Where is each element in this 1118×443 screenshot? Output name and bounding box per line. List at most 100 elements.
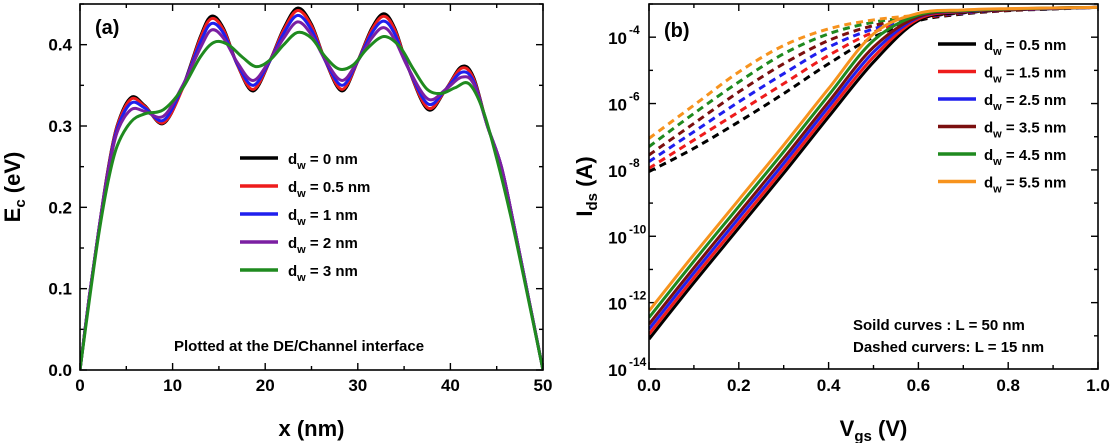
legend-label-dw3: dw = 3 nm [288, 263, 358, 284]
x-tick-label: 0 [75, 376, 84, 395]
panel-label: (a) [95, 17, 119, 39]
legend-dw05-main: d [984, 37, 993, 54]
legend-label-dw55: dw = 5.5 nm [984, 175, 1066, 196]
legend-dw55-sub: w [992, 184, 1002, 196]
legend-dw3-rest: = 3 nm [306, 263, 358, 280]
y-axis-title-main: I [572, 211, 597, 217]
y-tick-base: 10 [608, 228, 627, 247]
y-tick-exponent: -6 [629, 90, 640, 104]
x-tick-label: 0.8 [996, 376, 1020, 395]
y-tick-base: 10 [608, 361, 627, 380]
y-tick-label: 10 [608, 96, 627, 115]
x-tick-label: 1.0 [1086, 376, 1110, 395]
legend-dw1-rest: = 1 nm [306, 207, 358, 224]
legend-dw15-sub: w [992, 74, 1002, 86]
legend-dw2-sub: w [296, 244, 306, 256]
legend-dw45-main: d [984, 147, 993, 164]
x-axis-title-rest: (V) [872, 416, 907, 441]
legend-dw35-rest: = 3.5 nm [1002, 120, 1067, 137]
series-line-dw3 [80, 30, 543, 370]
legend-dw1-sub: w [296, 216, 306, 228]
y-tick-label: 10 [608, 228, 627, 247]
x-tick-label: 0.2 [727, 376, 751, 395]
legend-dw05-main: d [288, 179, 297, 196]
series-group [649, 5, 1098, 341]
y-axis-title: Ids (A) [572, 156, 601, 216]
series-group [80, 6, 543, 370]
legend-dw05-sub: w [992, 46, 1002, 58]
y-axis-title-sub: c [12, 199, 29, 207]
legend-dw45-sub: w [992, 156, 1002, 168]
legend-dw15-main: d [984, 65, 993, 82]
y-tick-base: 10 [608, 29, 627, 48]
solid-line-dw55 [649, 5, 1098, 312]
x-tick-label: 10 [163, 376, 182, 395]
y-tick-label: 0.1 [48, 280, 72, 299]
legend-label-dw2: dw = 2 nm [288, 235, 358, 256]
solid-line-dw15 [649, 5, 1098, 336]
panel-a: 0 10 20 30 40 500.00.10.20.30.4(a)dw = 0 nmdw… [0, 3, 553, 441]
legend-dw2-main: d [288, 235, 297, 252]
legend-label-dw25: dw = 2.5 nm [984, 92, 1066, 113]
y-axis-title-rest: (eV) [0, 152, 25, 200]
legend-label-dw1: dw = 1 nm [288, 207, 358, 228]
y-axis-title-sub: ds [584, 193, 601, 211]
x-tick-label: 50 [534, 376, 553, 395]
legend-dw35-sub: w [992, 129, 1002, 141]
annotation-1: Dashed curvers: L = 15 nm [853, 339, 1044, 356]
legend-dw25-sub: w [992, 101, 1002, 113]
legend-dw45-rest: = 4.5 nm [1002, 147, 1067, 164]
y-axis-title-rest: (A) [572, 156, 597, 193]
x-axis-title: Vgs (V) [840, 416, 908, 443]
y-tick-exponent: -10 [629, 222, 647, 236]
legend-label-dw15: dw = 1.5 nm [984, 65, 1066, 86]
legend-label-dw45: dw = 4.5 nm [984, 147, 1066, 168]
dashed-line-dw25 [649, 5, 1098, 163]
y-tick-exponent: -8 [629, 156, 640, 170]
legend-dw55-main: d [984, 175, 993, 192]
y-tick-base: 10 [608, 96, 627, 115]
annotation-0: Soild curves : L = 50 nm [853, 317, 1025, 334]
x-tick-label: 30 [348, 376, 367, 395]
y-tick-label: 10 [608, 29, 627, 48]
y-axis-title-main: E [0, 208, 25, 223]
legend-dw3-main: d [288, 263, 297, 280]
legend-label-dw05: dw = 0.5 nm [984, 37, 1066, 58]
x-axis-title-main: V [840, 416, 855, 441]
y-axis-title: Ec (eV) [0, 152, 29, 223]
y-tick-base: 10 [608, 162, 627, 181]
solid-line-dw35 [649, 5, 1098, 326]
x-tick-label: 0.4 [817, 376, 841, 395]
legend-dw0-main: d [288, 151, 297, 168]
y-tick-exponent: -12 [629, 289, 647, 303]
x-axis-title-sub: gs [854, 428, 872, 443]
y-tick-label: 0.3 [48, 117, 72, 136]
legend-dw05-sub: w [296, 188, 306, 200]
legend-dw25-rest: = 2.5 nm [1002, 92, 1067, 109]
y-tick-label: 0.0 [48, 361, 72, 380]
y-tick-label: 10 [608, 295, 627, 314]
x-axis-title: x (nm) [279, 416, 345, 441]
legend-dw05-rest: = 0.5 nm [1002, 37, 1067, 54]
legend-dw55-rest: = 5.5 nm [1002, 175, 1067, 192]
legend-dw05-rest: = 0.5 nm [306, 179, 371, 196]
y-tick-label: 0.2 [48, 198, 72, 217]
x-tick-label: 0.6 [907, 376, 931, 395]
legend-dw1-main: d [288, 207, 297, 224]
dashed-line-dw55 [649, 5, 1098, 140]
y-tick-exponent: -14 [629, 355, 647, 369]
y-tick-base: 10 [608, 295, 627, 314]
series-line-dw2 [80, 20, 543, 370]
legend-dw3-sub: w [296, 272, 306, 284]
y-tick-label: 10 [608, 162, 627, 181]
legend-dw25-main: d [984, 92, 993, 109]
legend-label-dw0: dw = 0 nm [288, 151, 358, 172]
y-tick-label: 0.4 [48, 36, 72, 55]
legend-dw0-sub: w [296, 160, 306, 172]
legend-label-dw05: dw = 0.5 nm [288, 179, 370, 200]
legend-dw2-rest: = 2 nm [306, 235, 358, 252]
legend-label-dw35: dw = 3.5 nm [984, 120, 1066, 141]
series-line-dw1 [80, 13, 543, 370]
